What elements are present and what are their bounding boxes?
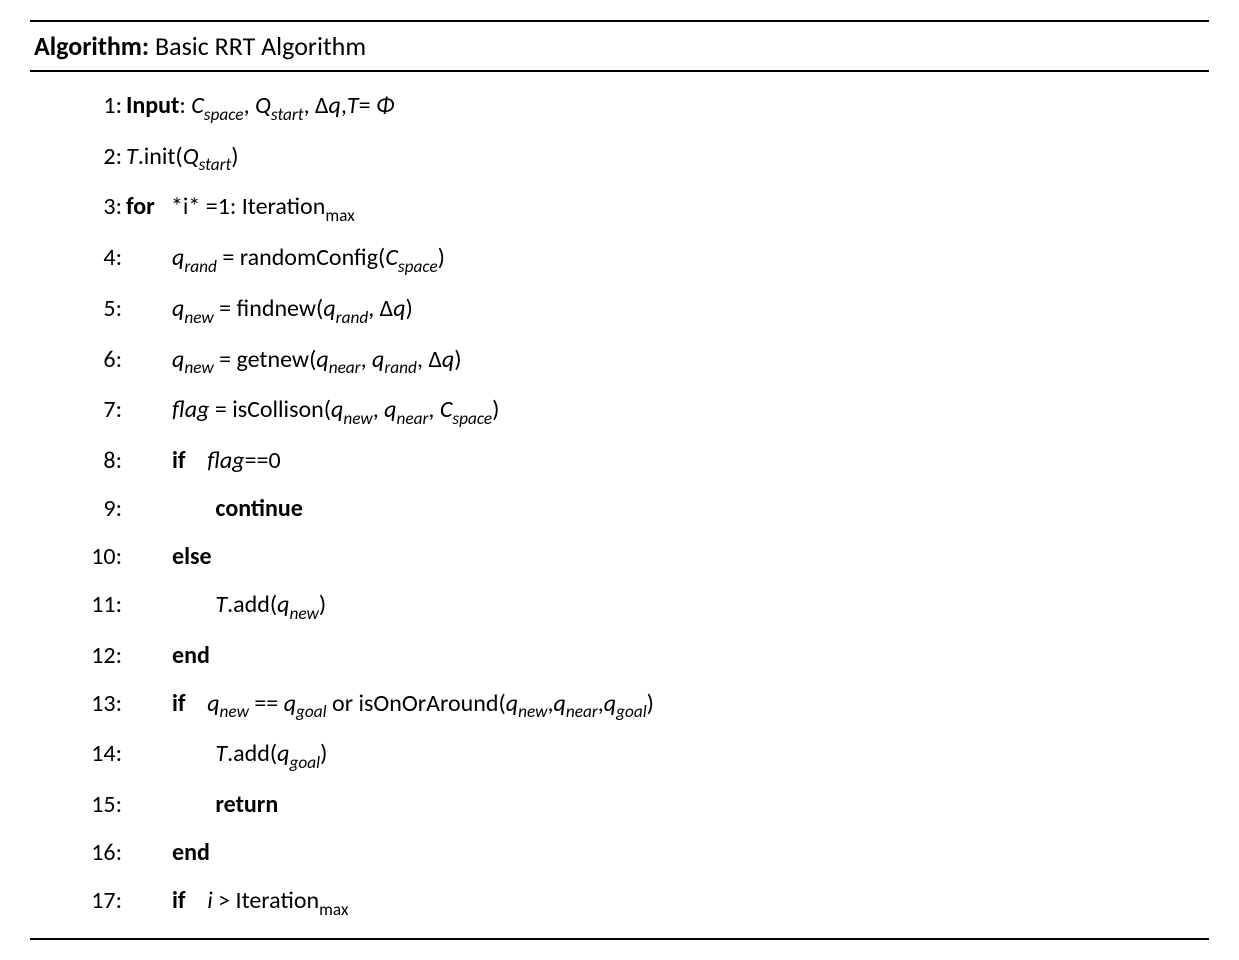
line-content: T.init(Qstart) [124, 139, 239, 178]
algo-line: 9: continue [80, 485, 1209, 533]
algo-line: 1:Input: Cspace, Qstart, Δq,T= Φ [80, 82, 1209, 133]
line-content: return [124, 787, 278, 823]
line-content: if qnew == qgoal or isOnOrAround(qnew,qn… [124, 686, 654, 725]
line-content: if i > Iterationmax [124, 883, 348, 922]
line-content: qnew = getnew(qnear, qrand, Δq) [124, 342, 462, 381]
line-content: end [124, 638, 210, 674]
algo-line: 4:qrand = randomConfig(Cspace) [80, 234, 1209, 285]
algo-line: 12:end [80, 632, 1209, 680]
line-number: 15: [80, 787, 124, 823]
algo-line: 13:if qnew == qgoal or isOnOrAround(qnew… [80, 680, 1209, 731]
line-content: T.add(qnew) [124, 587, 326, 626]
line-content: flag = isCollison(qnew, qnear, Cspace) [124, 392, 499, 431]
algorithm-block: Algorithm: Basic RRT Algorithm 1:Input: … [30, 20, 1209, 940]
algo-line: 11: T.add(qnew) [80, 581, 1209, 632]
line-number: 12: [80, 638, 124, 674]
line-number: 3: [80, 189, 124, 225]
algo-line: 8:if flag==0 [80, 437, 1209, 485]
line-number: 16: [80, 835, 124, 871]
algorithm-body: 1:Input: Cspace, Qstart, Δq,T= Φ2:T.init… [30, 72, 1209, 938]
algo-line: 3:for *i* =1: Iterationmax [80, 183, 1209, 234]
algorithm-header: Algorithm: Basic RRT Algorithm [30, 22, 1209, 72]
line-number: 14: [80, 736, 124, 772]
line-number: 11: [80, 587, 124, 623]
line-content: T.add(qgoal) [124, 736, 327, 775]
line-number: 1: [80, 88, 124, 124]
algo-line: 15: return [80, 781, 1209, 829]
algo-line: 2:T.init(Qstart) [80, 133, 1209, 184]
algo-line: 16:end [80, 829, 1209, 877]
line-number: 17: [80, 883, 124, 919]
algorithm-title: Basic RRT Algorithm [155, 30, 366, 62]
algo-line: 5:qnew = findnew(qrand, Δq) [80, 285, 1209, 336]
line-content: else [124, 539, 212, 575]
line-number: 5: [80, 291, 124, 327]
line-content: for *i* =1: Iterationmax [124, 189, 355, 228]
line-content: qrand = randomConfig(Cspace) [124, 240, 445, 279]
algorithm-label: Algorithm: [34, 30, 149, 62]
line-number: 9: [80, 491, 124, 527]
algo-line: 6:qnew = getnew(qnear, qrand, Δq) [80, 336, 1209, 387]
algo-line: 7:flag = isCollison(qnew, qnear, Cspace) [80, 386, 1209, 437]
line-content: end [124, 835, 210, 871]
line-number: 13: [80, 686, 124, 722]
algo-line: 10:else [80, 533, 1209, 581]
line-number: 2: [80, 139, 124, 175]
algo-line: 14: T.add(qgoal) [80, 730, 1209, 781]
line-number: 7: [80, 392, 124, 428]
line-content: qnew = findnew(qrand, Δq) [124, 291, 413, 330]
line-content: if flag==0 [124, 443, 281, 479]
algo-line: 17:if i > Iterationmax [80, 877, 1209, 928]
line-number: 4: [80, 240, 124, 276]
line-content: Input: Cspace, Qstart, Δq,T= Φ [124, 88, 394, 127]
line-number: 8: [80, 443, 124, 479]
line-number: 10: [80, 539, 124, 575]
line-number: 6: [80, 342, 124, 378]
line-content: continue [124, 491, 303, 527]
